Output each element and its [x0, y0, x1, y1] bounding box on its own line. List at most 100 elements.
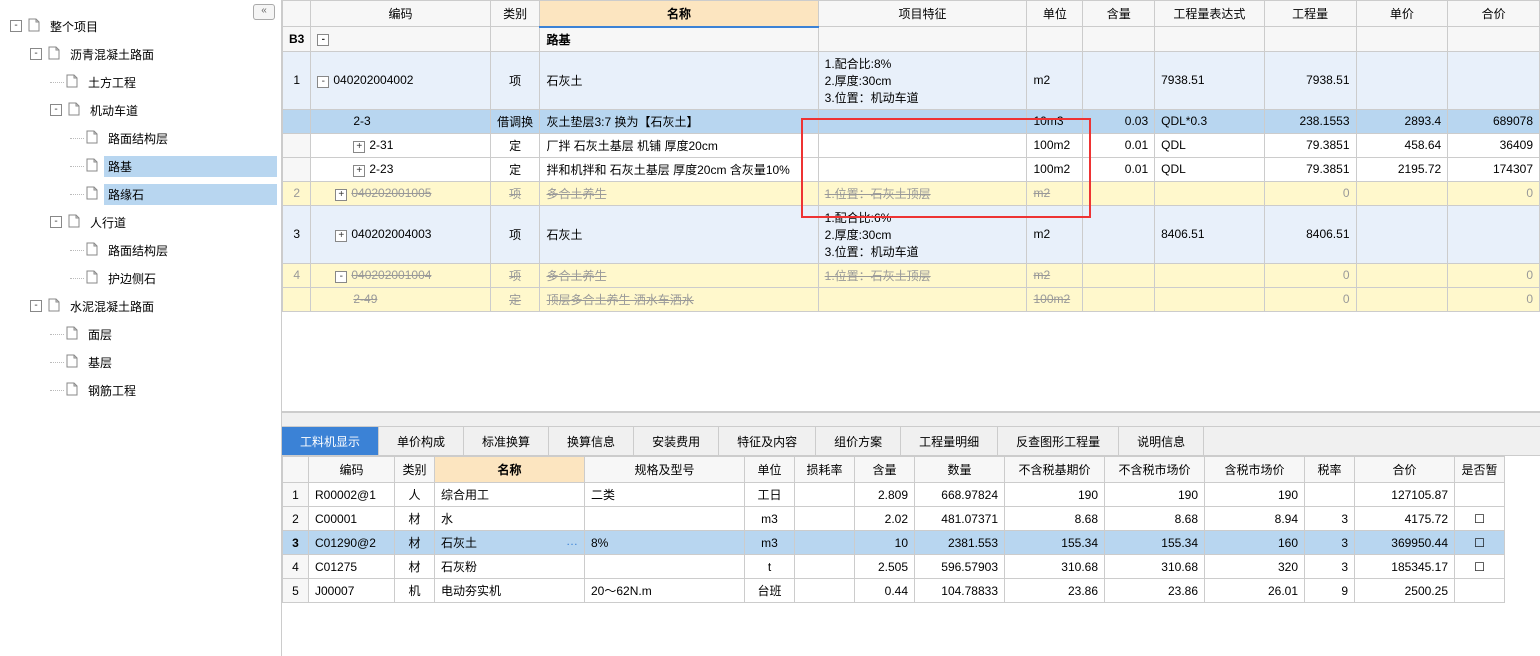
upper-col-header[interactable]: 含量 — [1083, 1, 1155, 27]
tree-label[interactable]: 护边侧石 — [104, 268, 277, 289]
expand-toggle[interactable]: - — [317, 34, 329, 46]
tree-node[interactable]: 护边侧石 — [10, 264, 277, 292]
expr-cell[interactable] — [1155, 181, 1265, 205]
expr-cell[interactable] — [1155, 263, 1265, 287]
checkbox-cell[interactable]: ☐ — [1455, 507, 1505, 531]
tree-node[interactable]: 路缘石 — [10, 180, 277, 208]
lower-col-header[interactable]: 是否暂 — [1455, 457, 1505, 483]
lower-col-header[interactable]: 类别 — [395, 457, 435, 483]
lower-col-header[interactable]: 税率 — [1305, 457, 1355, 483]
name-cell[interactable]: 灰土垫层3:7 换为【石灰土】 — [540, 109, 818, 133]
code-cell[interactable]: -040202004002 — [311, 51, 490, 109]
detail-tab[interactable]: 工料机显示 — [282, 427, 379, 455]
code-cell[interactable]: +040202004003 — [311, 205, 490, 263]
lower-col-header[interactable]: 不含税基期价 — [1005, 457, 1105, 483]
expand-toggle[interactable]: + — [335, 189, 347, 201]
tree-toggle[interactable]: - — [30, 48, 42, 60]
upper-row[interactable]: 3+040202004003项石灰土1.配合比:6% 2.厚度:30cm 3.位… — [283, 205, 1540, 263]
code-cell[interactable]: - — [311, 27, 490, 52]
tree-node[interactable]: 路面结构层 — [10, 124, 277, 152]
collapse-sidebar-button[interactable]: « — [253, 4, 275, 20]
material-row[interactable]: 4C01275材石灰粉t2.505596.57903310.68310.6832… — [283, 555, 1505, 579]
expr-cell[interactable]: QDL — [1155, 157, 1265, 181]
upper-row[interactable]: 2-3借调换灰土垫层3:7 换为【石灰土】10m30.03QDL*0.3238.… — [283, 109, 1540, 133]
upper-col-header[interactable]: 合价 — [1448, 1, 1540, 27]
tree-node[interactable]: -人行道 — [10, 208, 277, 236]
lower-col-header[interactable]: 含税市场价 — [1205, 457, 1305, 483]
code-cell[interactable]: +2-23 — [311, 157, 490, 181]
expand-toggle[interactable]: + — [353, 141, 365, 153]
upper-col-header[interactable]: 项目特征 — [818, 1, 1027, 27]
lower-col-header[interactable]: 含量 — [855, 457, 915, 483]
tree-label[interactable]: 水泥混凝土路面 — [66, 296, 277, 317]
upper-hscrollbar[interactable] — [282, 412, 1540, 426]
lower-col-header[interactable]: 名称 — [435, 457, 585, 483]
lower-col-header[interactable]: 合价 — [1355, 457, 1455, 483]
name-cell[interactable]: 拌和机拌和 石灰土基层 厚度20cm 含灰量10% — [540, 157, 818, 181]
expand-toggle[interactable]: - — [335, 271, 347, 283]
expr-cell[interactable]: QDL — [1155, 133, 1265, 157]
tree-node[interactable]: 路面结构层 — [10, 236, 277, 264]
code-cell[interactable]: R00002@1 — [309, 483, 395, 507]
tree-node[interactable]: 土方工程 — [10, 68, 277, 96]
code-cell[interactable]: J00007 — [309, 579, 395, 603]
tree-label[interactable]: 路面结构层 — [104, 240, 277, 261]
tree-label[interactable]: 土方工程 — [84, 72, 277, 93]
code-cell[interactable]: -040202001004 — [311, 263, 490, 287]
name-cell[interactable]: 综合用工 — [435, 483, 585, 507]
lower-col-header[interactable]: 数量 — [915, 457, 1005, 483]
upper-row[interactable]: +2-23定拌和机拌和 石灰土基层 厚度20cm 含灰量10%100m20.01… — [283, 157, 1540, 181]
upper-col-header[interactable]: 单位 — [1027, 1, 1083, 27]
tree-toggle[interactable]: - — [50, 216, 62, 228]
upper-row[interactable]: 2-49定顶层多合土养生 洒水车洒水100m200 — [283, 287, 1540, 311]
checkbox-cell[interactable]: ☐ — [1455, 531, 1505, 555]
upper-col-header[interactable]: 工程量 — [1264, 1, 1356, 27]
tree-label[interactable]: 路基 — [104, 156, 277, 177]
detail-tab[interactable]: 单价构成 — [379, 427, 464, 455]
lower-col-header[interactable]: 规格及型号 — [585, 457, 745, 483]
upper-col-header[interactable]: 单价 — [1356, 1, 1448, 27]
expand-toggle[interactable]: + — [335, 230, 347, 242]
expr-cell[interactable]: 8406.51 — [1155, 205, 1265, 263]
upper-col-header[interactable]: 名称 — [540, 1, 818, 27]
name-cell[interactable]: 石灰土 — [540, 51, 818, 109]
material-row[interactable]: 2C00001材水m32.02481.073718.688.688.943417… — [283, 507, 1505, 531]
tree-toggle[interactable]: - — [30, 300, 42, 312]
checkbox-cell[interactable] — [1455, 579, 1505, 603]
tree-label[interactable]: 机动车道 — [86, 100, 277, 121]
name-cell[interactable]: 石灰土… — [435, 531, 585, 555]
tree-node[interactable]: -沥青混凝土路面 — [10, 40, 277, 68]
expr-cell[interactable]: QDL*0.3 — [1155, 109, 1265, 133]
expr-cell[interactable] — [1155, 287, 1265, 311]
tree-label[interactable]: 路缘石 — [104, 184, 277, 205]
expand-toggle[interactable]: - — [317, 76, 329, 88]
tree-toggle[interactable]: - — [10, 20, 22, 32]
tree-node[interactable]: 路基 — [10, 152, 277, 180]
code-cell[interactable]: 2-3 — [311, 109, 490, 133]
detail-tab[interactable]: 特征及内容 — [719, 427, 816, 455]
detail-tab[interactable]: 反查图形工程量 — [998, 427, 1119, 455]
tree-label[interactable]: 基层 — [84, 352, 277, 373]
tree-node[interactable]: - 水泥混凝土路面 — [10, 292, 277, 320]
lower-col-header[interactable] — [283, 457, 309, 483]
lower-col-header[interactable]: 损耗率 — [795, 457, 855, 483]
expr-cell[interactable]: 7938.51 — [1155, 51, 1265, 109]
upper-col-header[interactable] — [283, 1, 311, 27]
tree-node[interactable]: 基层 — [10, 348, 277, 376]
code-cell[interactable]: C01275 — [309, 555, 395, 579]
upper-col-header[interactable]: 编码 — [311, 1, 490, 27]
code-cell[interactable]: 2-49 — [311, 287, 490, 311]
expand-toggle[interactable]: + — [353, 165, 365, 177]
upper-col-header[interactable]: 类别 — [490, 1, 540, 27]
name-cell[interactable]: 石灰粉 — [435, 555, 585, 579]
detail-tab[interactable]: 安装费用 — [634, 427, 719, 455]
tree-label[interactable]: 面层 — [84, 324, 277, 345]
name-cell[interactable]: 厂拌 石灰土基层 机铺 厚度20cm — [540, 133, 818, 157]
checkbox-cell[interactable]: ☐ — [1455, 555, 1505, 579]
upper-col-header[interactable]: 工程量表达式 — [1155, 1, 1265, 27]
code-cell[interactable]: C00001 — [309, 507, 395, 531]
tree-node[interactable]: 面层 — [10, 320, 277, 348]
tree-label[interactable]: 钢筋工程 — [84, 380, 277, 401]
tree-node[interactable]: 钢筋工程 — [10, 376, 277, 404]
lower-col-header[interactable]: 单位 — [745, 457, 795, 483]
